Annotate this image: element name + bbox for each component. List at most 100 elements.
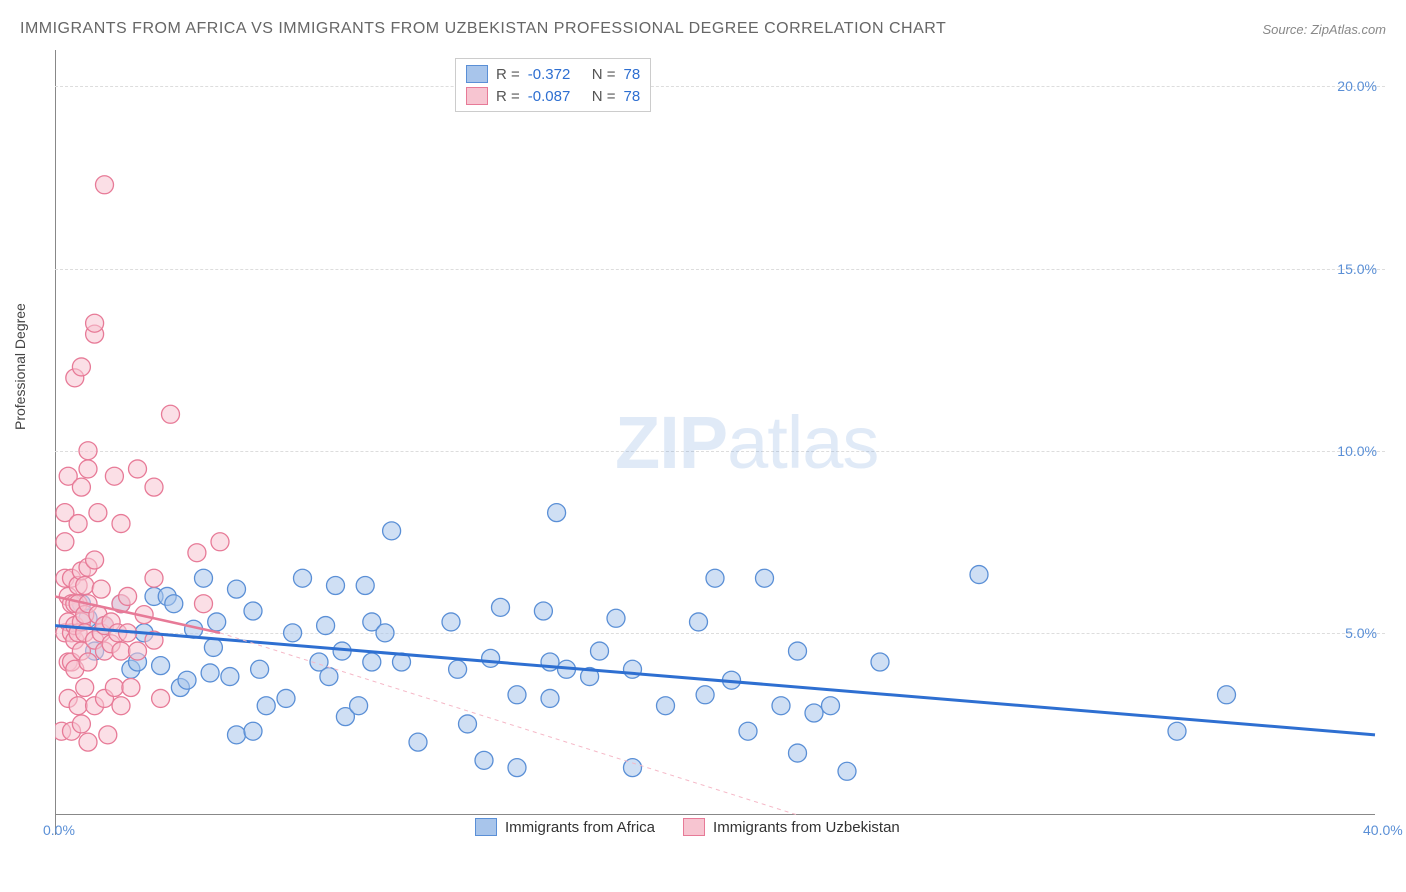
data-point — [178, 671, 196, 689]
data-point — [805, 704, 823, 722]
legend-swatch — [466, 65, 488, 83]
data-point — [690, 613, 708, 631]
data-point — [112, 697, 130, 715]
data-point — [492, 598, 510, 616]
data-point — [221, 668, 239, 686]
data-point — [838, 762, 856, 780]
legend-series-label: Immigrants from Uzbekistan — [713, 819, 900, 836]
data-point — [112, 515, 130, 533]
data-point — [459, 715, 477, 733]
chart-title: IMMIGRANTS FROM AFRICA VS IMMIGRANTS FRO… — [20, 20, 946, 38]
x-tick-label: 0.0% — [43, 822, 75, 838]
data-point — [86, 314, 104, 332]
data-point — [105, 679, 123, 697]
data-point — [548, 504, 566, 522]
data-point — [129, 460, 147, 478]
data-point — [76, 679, 94, 697]
data-point — [165, 595, 183, 613]
data-point — [72, 715, 90, 733]
data-point — [871, 653, 889, 671]
data-point — [317, 617, 335, 635]
data-point — [122, 679, 140, 697]
data-point — [145, 478, 163, 496]
data-point — [591, 642, 609, 660]
n-value: 78 — [624, 66, 641, 83]
data-point — [257, 697, 275, 715]
data-point — [195, 569, 213, 587]
data-point — [327, 577, 345, 595]
trend-line — [220, 633, 798, 815]
legend-series-item: Immigrants from Uzbekistan — [683, 818, 900, 836]
data-point — [772, 697, 790, 715]
legend-swatch — [475, 818, 497, 836]
data-point — [72, 358, 90, 376]
data-point — [970, 566, 988, 584]
data-point — [350, 697, 368, 715]
data-point — [204, 638, 222, 656]
data-point — [1218, 686, 1236, 704]
data-point — [789, 642, 807, 660]
data-point — [657, 697, 675, 715]
data-point — [541, 689, 559, 707]
data-point — [508, 759, 526, 777]
data-point — [79, 442, 97, 460]
plot-area: R =-0.372N =78R =-0.087N =78 ZIPatlas 5.… — [55, 50, 1385, 840]
data-point — [294, 569, 312, 587]
data-point — [363, 653, 381, 671]
data-point — [442, 613, 460, 631]
data-point — [449, 660, 467, 678]
data-point — [86, 551, 104, 569]
data-point — [228, 580, 246, 598]
data-point — [92, 580, 110, 598]
legend-swatch — [466, 87, 488, 105]
data-point — [706, 569, 724, 587]
legend-swatch — [683, 818, 705, 836]
data-point — [72, 478, 90, 496]
r-label: R = — [496, 66, 520, 83]
data-point — [277, 689, 295, 707]
data-point — [129, 642, 147, 660]
data-point — [409, 733, 427, 751]
correlation-legend: R = -0.372 N = 78R = -0.087 N = 78 — [455, 58, 651, 112]
data-point — [756, 569, 774, 587]
data-point — [79, 460, 97, 478]
data-point — [76, 577, 94, 595]
data-point — [624, 660, 642, 678]
data-point — [383, 522, 401, 540]
legend-correlation-row: R = -0.372 N = 78 — [466, 63, 640, 85]
data-point — [89, 504, 107, 522]
data-point — [152, 689, 170, 707]
data-point — [208, 613, 226, 631]
data-point — [482, 649, 500, 667]
scatter-svg — [55, 50, 1385, 840]
y-tick-label: 15.0% — [1337, 261, 1377, 277]
data-point — [534, 602, 552, 620]
data-point — [69, 697, 87, 715]
data-point — [284, 624, 302, 642]
data-point — [320, 668, 338, 686]
data-point — [244, 602, 262, 620]
data-point — [119, 587, 137, 605]
legend-series-item: Immigrants from Africa — [475, 818, 655, 836]
data-point — [79, 653, 97, 671]
data-point — [696, 686, 714, 704]
data-point — [822, 697, 840, 715]
x-tick-label: 40.0% — [1363, 822, 1403, 838]
r-value: -0.372 — [528, 66, 584, 83]
n-label: N = — [592, 66, 616, 83]
data-point — [79, 733, 97, 751]
data-point — [228, 726, 246, 744]
n-label: N = — [592, 88, 616, 105]
data-point — [99, 726, 117, 744]
trend-line — [55, 626, 1375, 735]
data-point — [739, 722, 757, 740]
data-point — [145, 569, 163, 587]
data-point — [112, 642, 130, 660]
legend-correlation-row: R =-0.087N =78 — [466, 85, 640, 107]
data-point — [1168, 722, 1186, 740]
data-point — [195, 595, 213, 613]
y-tick-label: 10.0% — [1337, 443, 1377, 459]
y-tick-label: 20.0% — [1337, 78, 1377, 94]
data-point — [211, 533, 229, 551]
r-value: -0.087 — [528, 88, 584, 105]
